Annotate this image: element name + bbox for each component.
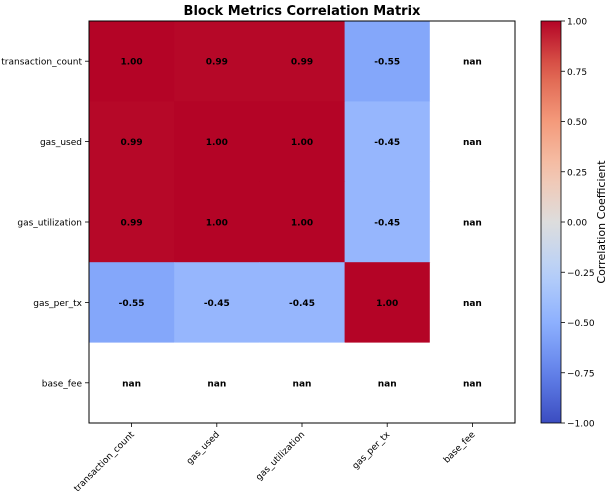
cell-label: -0.55 bbox=[119, 299, 145, 309]
x-tick-label: gas_utilization bbox=[254, 430, 307, 483]
cell-label: nan bbox=[207, 379, 226, 389]
cell-label: -0.55 bbox=[374, 58, 400, 68]
colorbar-tick-label: −0.75 bbox=[567, 369, 595, 379]
cell-label: nan bbox=[378, 379, 397, 389]
heatmap-cell bbox=[259, 101, 346, 183]
x-axis: transaction_count gas_used gas_utilization… bbox=[73, 423, 478, 494]
cell-label: 1.00 bbox=[291, 219, 313, 229]
y-tick-label: gas_used bbox=[40, 138, 82, 148]
cell-label: 0.99 bbox=[120, 138, 142, 148]
heatmap-cell bbox=[174, 101, 260, 183]
heatmap-cell bbox=[429, 101, 516, 183]
heatmap-cell bbox=[259, 342, 346, 424]
cell-label: -0.45 bbox=[204, 299, 230, 309]
heatmap-cell bbox=[89, 21, 175, 102]
cell-label: nan bbox=[463, 58, 482, 68]
heatmap-cells: 1.00 0.99 0.99 -0.55 nan 0.99 1.00 1.00 -0.45 nan… bbox=[89, 21, 516, 424]
heatmap-cell bbox=[344, 342, 431, 424]
heatmap-cell bbox=[259, 262, 346, 344]
colorbar-tick-label: −0.50 bbox=[567, 319, 595, 329]
colorbar-tick-label: 0.00 bbox=[567, 219, 587, 229]
chart-title: Block Metrics Correlation Matrix bbox=[184, 4, 421, 19]
heatmap-cell bbox=[429, 262, 516, 344]
y-tick-label: base_fee bbox=[42, 379, 83, 389]
x-tick-label: gas_used bbox=[185, 430, 222, 467]
cell-label: 1.00 bbox=[206, 138, 228, 148]
heatmap-cell bbox=[344, 181, 431, 263]
cell-label: -0.45 bbox=[374, 219, 400, 229]
cell-label: nan bbox=[122, 379, 141, 389]
cell-label: 1.00 bbox=[206, 219, 228, 229]
x-tick-label: gas_per_tx bbox=[351, 430, 393, 472]
cell-label: nan bbox=[463, 299, 482, 309]
x-tick-label: base_fee bbox=[442, 430, 478, 466]
heatmap-cell bbox=[89, 342, 175, 424]
heatmap-cell bbox=[174, 262, 260, 344]
cell-label: 0.99 bbox=[206, 58, 228, 68]
heatmap-cell bbox=[429, 21, 516, 102]
heatmap-cell bbox=[344, 101, 431, 183]
cell-label: -0.45 bbox=[289, 299, 315, 309]
colorbar-tick-label: 1.00 bbox=[567, 18, 587, 28]
heatmap-cell bbox=[344, 21, 431, 102]
y-axis: transaction_count gas_used gas_utilization… bbox=[1, 58, 89, 389]
colorbar-ticks: 1.00 0.75 0.50 0.25 0.00 −0.25 −0.50 −0.75 −1.00 bbox=[561, 18, 595, 430]
colorbar-tick-label: −0.25 bbox=[567, 269, 595, 279]
heatmap-cell bbox=[89, 262, 175, 344]
colorbar-label: Correlation Coefficient bbox=[595, 160, 608, 284]
colorbar-tick-label: 0.25 bbox=[567, 168, 587, 178]
heatmap-cell bbox=[89, 101, 175, 183]
heatmap-cell bbox=[429, 181, 516, 263]
colorbar-tick-label: −1.00 bbox=[567, 420, 595, 430]
y-tick-label: transaction_count bbox=[1, 58, 82, 68]
cell-label: 1.00 bbox=[120, 58, 142, 68]
heatmap-cell bbox=[174, 21, 260, 102]
colorbar-tick-label: 0.75 bbox=[567, 68, 587, 78]
cell-label: nan bbox=[293, 379, 312, 389]
cell-label: 1.00 bbox=[291, 138, 313, 148]
colorbar-tick-label: 0.50 bbox=[567, 118, 587, 128]
cell-label: 0.99 bbox=[291, 58, 313, 68]
heatmap-cell bbox=[174, 342, 260, 424]
cell-label: nan bbox=[463, 219, 482, 229]
heatmap-cell bbox=[259, 21, 346, 102]
heatmap-cell bbox=[89, 181, 175, 263]
heatmap-cell bbox=[174, 181, 260, 263]
colorbar bbox=[540, 20, 562, 424]
cell-label: nan bbox=[463, 138, 482, 148]
y-tick-label: gas_utilization bbox=[17, 219, 82, 229]
heatmap-cell bbox=[429, 342, 516, 424]
heatmap-cell bbox=[344, 262, 431, 344]
heatmap-cell bbox=[259, 181, 346, 263]
cell-label: -0.45 bbox=[374, 138, 400, 148]
cell-label: nan bbox=[463, 379, 482, 389]
y-tick-label: gas_per_tx bbox=[33, 299, 82, 309]
cell-label: 0.99 bbox=[120, 219, 142, 229]
x-tick-label: transaction_count bbox=[73, 430, 137, 494]
cell-label: 1.00 bbox=[376, 299, 398, 309]
